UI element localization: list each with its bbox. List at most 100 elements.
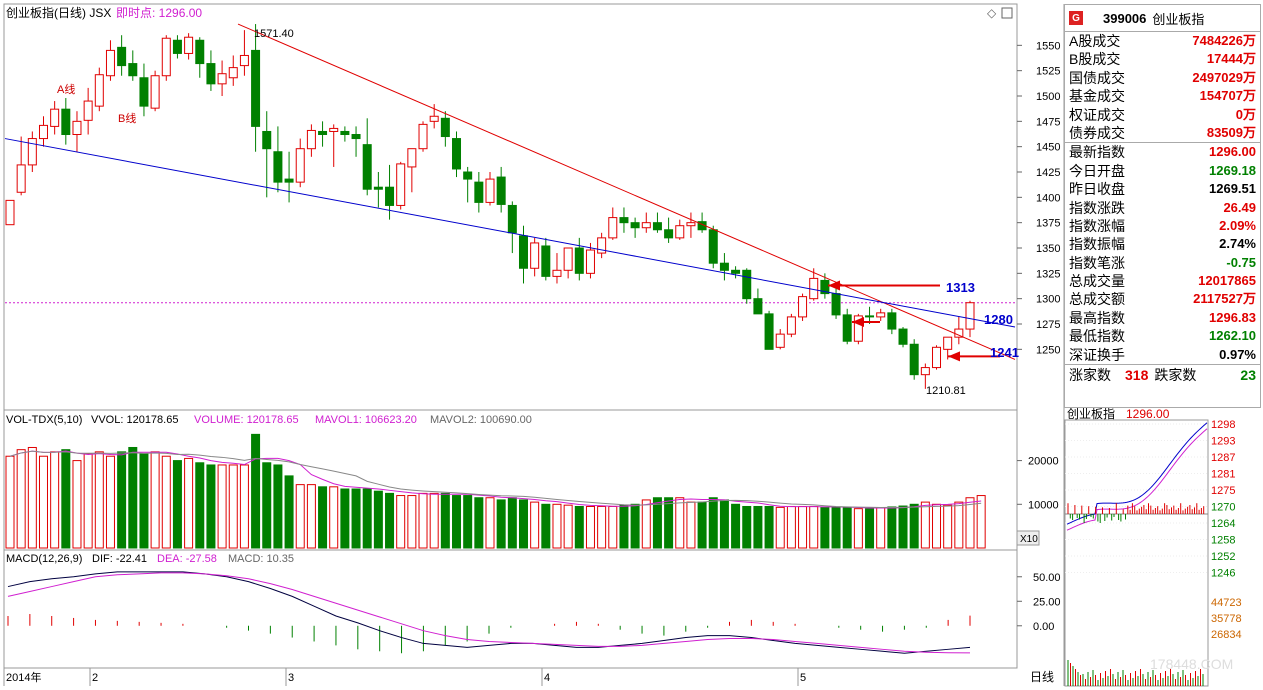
candle-body [898,328,908,345]
macd-panel [3,549,1018,669]
info-row-value: 7484226万 [1192,33,1256,48]
candle-body [664,229,674,239]
volume-bar [452,495,462,549]
breadth-row: 涨家数 318 跌家数 23 [1065,364,1260,385]
low-label: 1210.81 [926,385,966,397]
volume-bar [507,497,517,549]
mini-tick-label: 1258 [1211,535,1235,547]
volume-bar [251,433,261,549]
volume-bar [94,451,104,549]
volume-bar [440,492,450,549]
volume-bar [652,497,662,549]
info-row-label: 指数笔涨 [1069,254,1125,271]
volume-bar [786,505,796,549]
volume-bar [675,497,685,549]
y-tick-label: 1375 [1036,218,1060,230]
y-tick-label: 1250 [1036,344,1060,356]
candle-body [318,130,328,136]
period-label: 日线 [1030,670,1054,684]
turnover-list: A股成交 7484226万 B股成交 17444万 国债成交 2497029万 基金成交 15… [1065,32,1260,142]
high-label: 1571.40 [254,28,294,40]
arrow-1313-head [828,280,840,291]
volume-bar [329,486,339,549]
candle-body [295,148,305,183]
info-row-label: B股成交 [1069,51,1121,68]
candle-body [228,67,238,79]
volume-bar [38,455,48,549]
mini-frame [1064,419,1209,687]
info-row-label: A股成交 [1069,33,1121,49]
volume-bar [362,488,372,549]
volume-bar [842,507,852,549]
mavol2-line [9,450,982,508]
info-row-label: 今日开盘 [1069,162,1125,179]
candle-body [217,73,227,85]
mini-tick-label: 1270 [1211,502,1235,514]
realtime-price: 即时点: 1296.00 [116,6,202,20]
candle-body [284,178,294,183]
volume-bar [909,503,919,549]
volume-bar [128,446,138,549]
candle-body [507,204,517,234]
close-icon[interactable] [1001,7,1013,19]
macd-tick-label: 25.00 [1033,596,1061,608]
y-tick-label: 1475 [1036,116,1060,128]
info-row-value: 0万 [1235,106,1256,122]
candle-body [195,39,205,65]
diamond-icon[interactable]: ◇ [987,6,997,20]
volume-bar [239,464,249,549]
volume-bar [161,455,171,549]
volume-bar [217,464,227,549]
volume-bar [920,501,930,549]
candle-body [172,39,182,54]
volume-bar [284,475,294,549]
candle-body [909,343,919,376]
candle-body [865,315,875,318]
info-row-value: 1296.83 [1209,309,1256,325]
g-icon: G [1069,11,1083,25]
info-row-value: 12017865 [1198,273,1256,289]
vol-tick-label: 10000 [1028,499,1059,511]
volume-bar [686,501,696,549]
candle-body [117,46,127,67]
candle-body [262,130,272,150]
up-count: 318 [1125,367,1149,384]
label-1241: 1241 [990,345,1019,360]
macd-label: MACD(12,26,9) [6,553,82,565]
candle-body [396,163,406,206]
down-label: 跌家数 [1154,367,1197,384]
down-count: 23 [1240,367,1256,384]
volume-bar [16,449,26,549]
volume-bar [150,451,160,549]
volume-bar [61,449,71,549]
dif-label: DIF: -22.41 [92,553,147,565]
mini-tick-label: 1298 [1211,419,1235,431]
candle-body [943,336,953,350]
volume-bar [496,499,506,549]
info-row: 最高指数 1296.83 [1065,309,1260,327]
candle-body [306,129,316,150]
candle-body [965,302,975,330]
volume-bar [318,486,328,549]
candle-body [184,36,194,54]
volume-bar [865,508,875,549]
candle-body [496,176,506,205]
info-row-label: 指数涨幅 [1069,217,1125,234]
volume-bar [574,505,584,549]
info-row-value: 2117527万 [1193,291,1256,307]
info-row-label: 最新指数 [1069,144,1125,161]
candle-body [385,186,395,206]
volume-bar [809,505,819,549]
volume-bar [608,505,618,549]
candle-body [83,100,93,121]
volume-bar [932,503,942,549]
mini-avg-line [1066,428,1208,531]
info-row-label: 权证成交 [1069,106,1125,123]
y-tick-label: 1450 [1036,142,1060,154]
volume-bar [619,504,629,549]
candle-body [273,151,283,183]
volume-bar [105,455,115,549]
candle-body [139,77,149,107]
mini-title: 创业板指 [1067,406,1115,421]
info-row: 最新指数 1296.00 [1065,143,1260,161]
